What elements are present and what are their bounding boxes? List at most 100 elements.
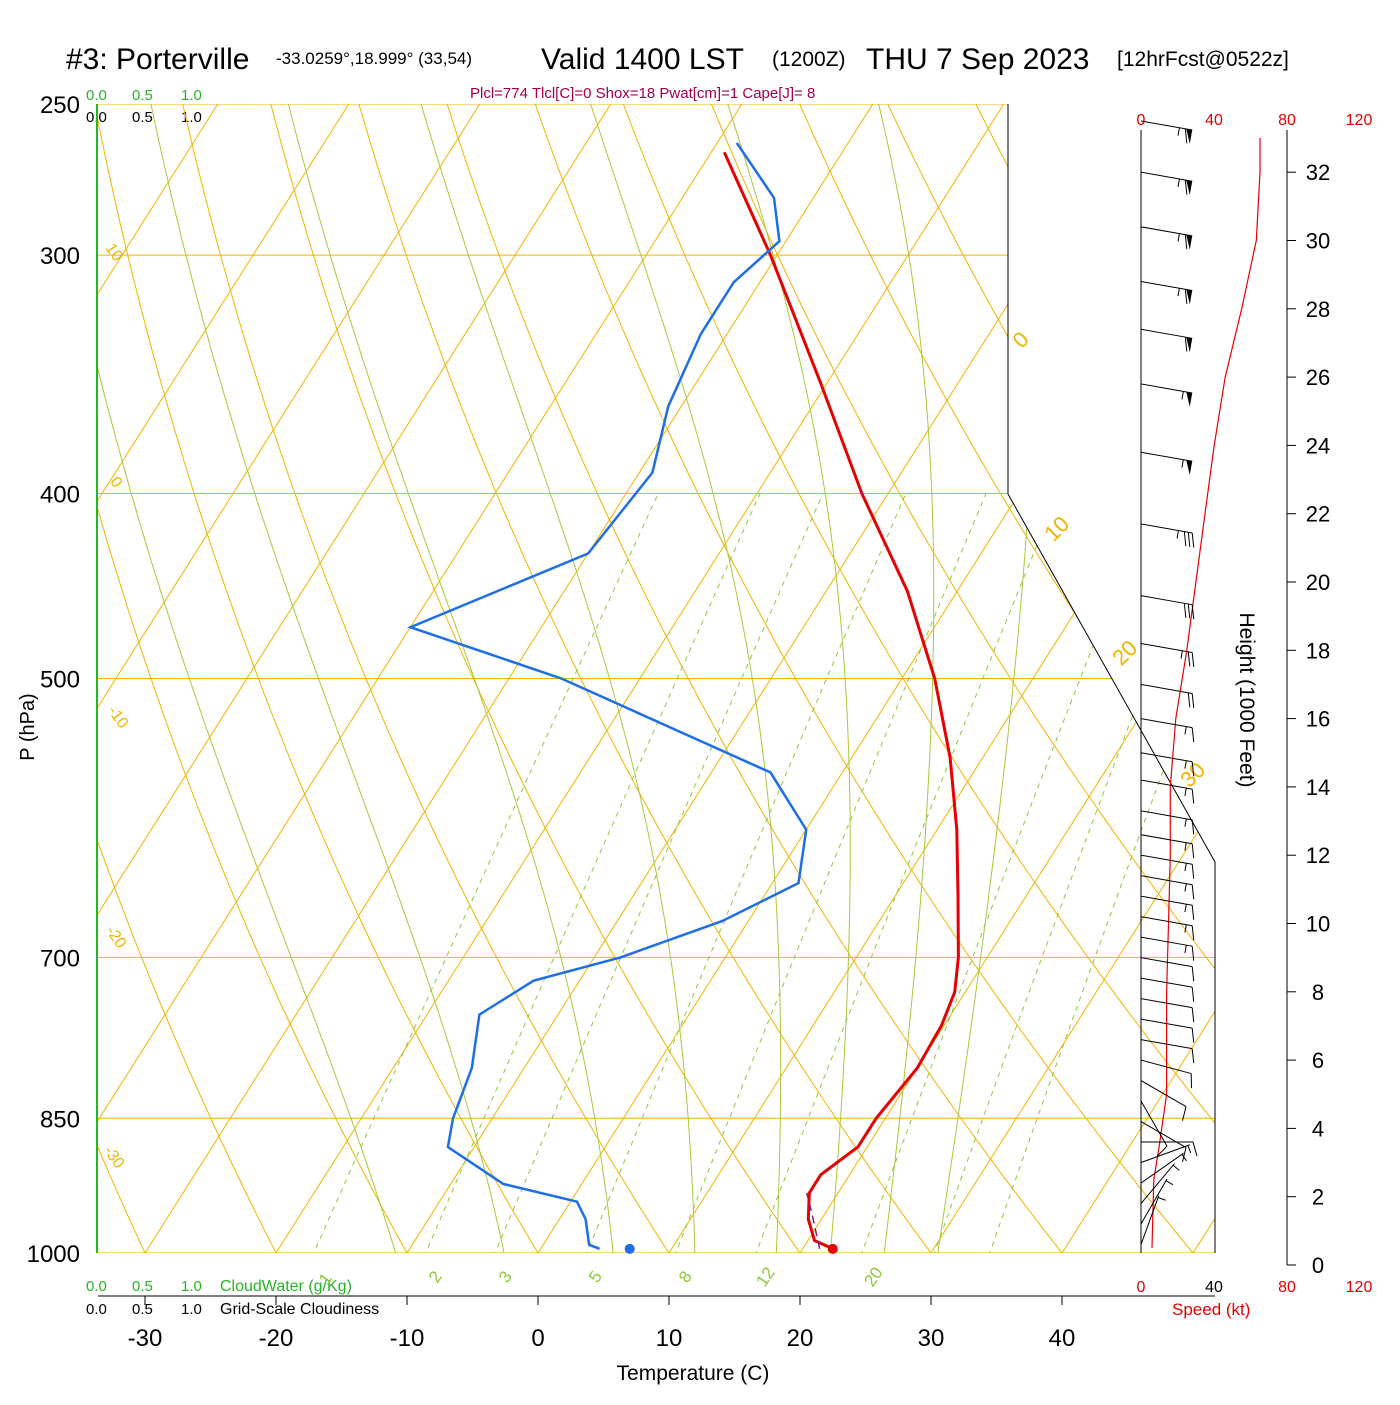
speed-tick-label-top: 0 <box>1137 112 1146 129</box>
wind-barb-pennant <box>1186 235 1192 250</box>
cloud-scale-top-green-1: 0.5 <box>132 87 153 104</box>
speed-tick-label-bottom: 40 <box>1205 1279 1223 1296</box>
wind-barb-full <box>1193 1142 1197 1156</box>
wind-barb-full <box>1185 289 1187 303</box>
wind-barb <box>1141 896 1194 920</box>
wind-barb-shaft <box>1141 753 1192 762</box>
wind-barb-full <box>1188 693 1190 707</box>
wind-barb <box>1141 835 1194 859</box>
wind-barb <box>1141 684 1194 708</box>
cloud-scale-bottom-black-2: 1.0 <box>181 1301 202 1318</box>
moist-adiabat-line <box>591 104 781 1293</box>
wind-barb <box>1141 281 1192 304</box>
height-tick-label: 28 <box>1306 297 1330 322</box>
wind-barb-shaft <box>1141 1122 1186 1148</box>
cloud-scale-top-green-0: 0.0 <box>86 87 107 104</box>
dry-adiabat-line <box>711 104 1400 1293</box>
wind-barb-full <box>1185 337 1187 351</box>
speed-tick-label-top: 40 <box>1205 112 1223 129</box>
wind-barb-shaft <box>1141 384 1192 393</box>
wind-barb <box>1141 855 1194 879</box>
isotherm-line <box>1324 104 1400 1253</box>
wind-barb-full <box>1192 1028 1194 1042</box>
speed-tick-label-bottom: 80 <box>1278 1279 1296 1296</box>
mixing-ratio-line <box>741 494 1059 1294</box>
wind-barb <box>1141 719 1194 743</box>
wind-barb-half <box>1185 788 1186 796</box>
pressure-tick-label: 500 <box>40 667 80 694</box>
grid-clipped <box>0 104 1400 1293</box>
mixing-ratio-line <box>478 494 823 1294</box>
forecast-info: [12hrFcst@0522z] <box>1117 48 1289 71</box>
temperature-tick-label: -20 <box>259 1325 294 1352</box>
wind-barb-full <box>1185 235 1187 249</box>
dry-adiabat-line <box>183 104 696 1293</box>
height-tick-label: 14 <box>1306 775 1330 800</box>
mixing-ratio-line <box>408 494 760 1294</box>
mixing-ratio-label: 3 <box>495 1268 516 1287</box>
wind-barb <box>1141 1153 1187 1183</box>
dewpoint-line <box>410 143 806 1249</box>
pressure-tick-label: 700 <box>40 945 80 972</box>
wind-barb-half <box>1185 884 1186 892</box>
isotherm-label: 0 <box>106 474 125 491</box>
temperature-tick-label: 0 <box>531 1325 544 1352</box>
wind-barb <box>1141 329 1192 352</box>
wind-barb-half <box>1185 819 1186 827</box>
wind-barb <box>1141 452 1192 475</box>
wind-barb <box>1141 172 1192 195</box>
mixing-ratio-line <box>570 494 906 1294</box>
dry-adiabat-label: 20 <box>1107 635 1142 670</box>
wind-barb-full <box>1192 987 1194 1001</box>
isotherm-label: 10 <box>102 240 126 264</box>
mixing-ratio-label: 12 <box>752 1264 778 1290</box>
cloud-scale-bottom-green-0: 0.0 <box>86 1278 107 1295</box>
wind-barb-half <box>1182 460 1183 468</box>
x-axis-label: Temperature (C) <box>617 1362 770 1385</box>
stability-indices: Plcl=774 Tlcl[C]=0 Shox=18 Pwat[cm]=1 Ca… <box>470 85 815 102</box>
wind-barb-full <box>1192 533 1194 547</box>
wind-barb-half <box>1185 904 1186 912</box>
moist-adiabat-line <box>288 104 617 1293</box>
wind-barb-half <box>1181 651 1182 659</box>
wind-barb-shaft <box>1141 896 1192 905</box>
height-tick-label: 2 <box>1312 1185 1324 1210</box>
wind-barb <box>1141 227 1192 250</box>
isotherm-line <box>1062 104 1400 1253</box>
station-title: #3: Porterville <box>66 43 249 76</box>
wind-barb-half <box>1158 1198 1166 1201</box>
pressure-tick-label: 400 <box>40 482 80 509</box>
cloudiness-label: Grid-Scale Cloudiness <box>220 1301 379 1318</box>
wind-barb-shaft <box>1141 172 1192 181</box>
wind-barb-shaft <box>1141 227 1192 236</box>
wind-barb-shaft <box>1141 281 1192 290</box>
temperature-tick-label: -10 <box>390 1325 425 1352</box>
pressure-tick-label: 1000 <box>27 1241 80 1268</box>
isotherm-label: -20 <box>102 923 129 952</box>
wind-barb-shaft <box>1141 452 1192 461</box>
wind-barb-half <box>1178 234 1179 242</box>
wind-barb <box>1141 596 1194 620</box>
height-tick-label: 26 <box>1306 365 1330 390</box>
wind-barb-half <box>1173 1165 1179 1170</box>
wind-barb-half <box>1185 945 1186 953</box>
wind-barb-shaft <box>1141 121 1192 130</box>
wind-barb-full <box>1192 1008 1194 1022</box>
wind-barb-full <box>1184 603 1186 617</box>
dry-adiabat-line <box>1328 104 1400 1293</box>
wind-barb-half <box>1188 1145 1191 1153</box>
wind-barb-half <box>1178 128 1179 136</box>
cloud-scale-bottom-black-0: 0.0 <box>86 1301 107 1318</box>
wind-barb-full <box>1185 180 1187 194</box>
cloud-scale-top-green-2: 1.0 <box>181 87 202 104</box>
height-tick-label: 16 <box>1306 707 1330 732</box>
y-axis-label: P (hPa) <box>17 693 39 760</box>
wind-barb-shaft <box>1141 937 1192 946</box>
wind-barb-full <box>1192 844 1194 858</box>
dry-adiabat-line <box>1240 104 1400 1293</box>
wind-barb-shaft <box>1141 958 1192 967</box>
wind-barb-shaft <box>1141 684 1192 693</box>
